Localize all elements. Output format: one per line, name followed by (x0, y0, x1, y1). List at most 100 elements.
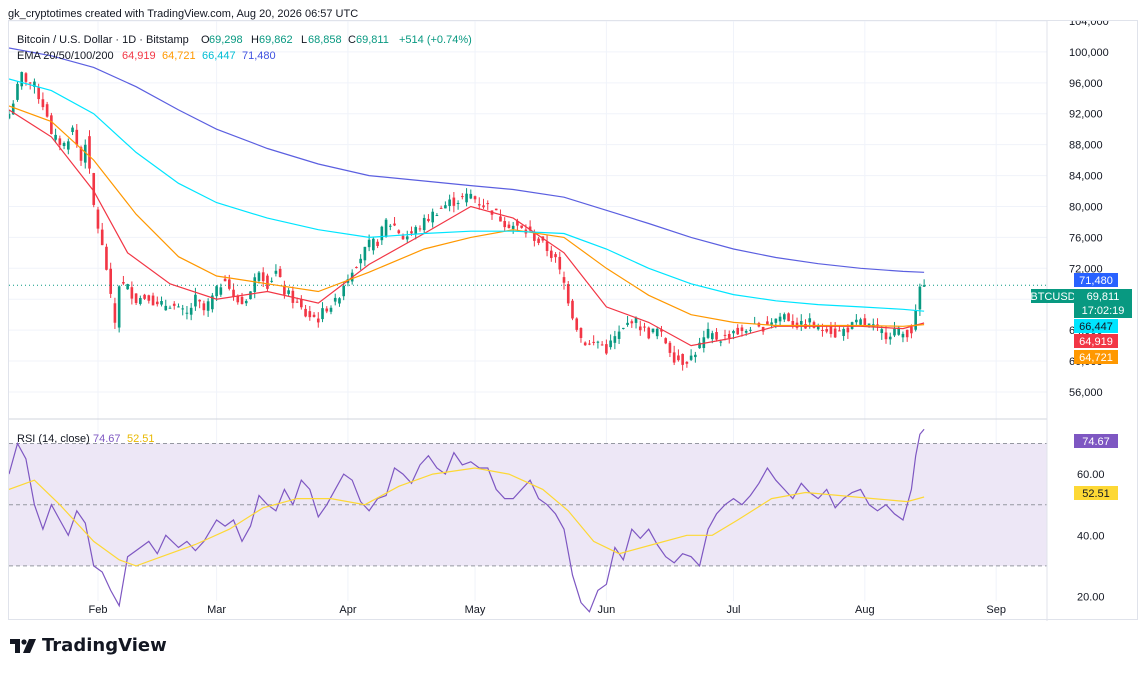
candle-body (376, 241, 379, 246)
legend-c-label: C (348, 34, 356, 46)
badge-price: 69,811 (1087, 291, 1120, 303)
rsi-legend-label: RSI (14, close) (17, 433, 90, 445)
candle-body (24, 73, 28, 82)
candle-body (516, 220, 519, 226)
candle-body (79, 147, 83, 161)
candle-body (681, 353, 684, 365)
candle-body (431, 211, 434, 223)
candle-body (253, 277, 257, 292)
rsi-bands (9, 442, 1047, 567)
badge-ema200: 71,480 (1079, 275, 1113, 287)
candle-body (397, 230, 401, 234)
badge-ema50: 64,721 (1079, 352, 1113, 364)
candle-body (613, 336, 617, 343)
candle-body (664, 338, 668, 344)
tradingview-logo[interactable]: TradingView (10, 635, 167, 656)
candle-body (427, 218, 430, 222)
time-tick-label: Sep (986, 604, 1006, 616)
candle-body (744, 330, 748, 333)
candle-body (838, 330, 841, 332)
candle-body (71, 127, 74, 132)
candle-body (452, 197, 456, 206)
time-tick-label: Jul (726, 604, 740, 616)
candle-body (147, 295, 151, 301)
candle-body (338, 298, 341, 304)
chart-canvas[interactable]: 56,00060,00064,00068,00072,00076,00080,0… (7, 16, 1139, 621)
candle-body (694, 354, 697, 358)
candle-body (33, 81, 36, 87)
candle-body (833, 328, 837, 338)
candle-body (117, 286, 121, 328)
tradingview-mark-icon (10, 638, 36, 653)
candle-body (20, 72, 24, 87)
rsi-legend-value: 74.67 (93, 433, 121, 445)
candle-body (910, 326, 913, 334)
candle-body (477, 204, 481, 206)
badge-price-bg (1074, 289, 1132, 318)
candle-body (710, 333, 714, 340)
candle-body (583, 342, 587, 346)
badge-ema20-bg (1074, 334, 1118, 348)
time-tick-label: Apr (339, 604, 356, 616)
candle-body (727, 333, 731, 338)
legend-change: +514 (+0.74%) (399, 34, 472, 46)
candle-body (359, 258, 362, 264)
candle-body (181, 308, 185, 310)
badge-ticker: BTCUSD (1030, 291, 1075, 303)
candle-body (566, 284, 570, 304)
candle-body (16, 83, 19, 100)
candle-body (533, 231, 536, 241)
candle-body (100, 229, 104, 246)
candle-body (605, 344, 608, 354)
candle-body (96, 209, 100, 229)
price-tick-label: 104,000 (1069, 21, 1109, 28)
candle-body (486, 203, 490, 205)
price-badges: 71,480 BTCUSD 69,811 17:02:19 66,447 64,… (1030, 273, 1132, 500)
candle-body (388, 225, 392, 227)
candle-body (622, 327, 625, 329)
candle-body (791, 321, 795, 326)
badge-ema50-bg (1074, 350, 1118, 364)
candle-body (41, 99, 45, 108)
candle-body (126, 284, 129, 290)
candle-body (274, 270, 278, 274)
price-tick-label: 72,000 (1069, 263, 1103, 275)
candle-body (825, 329, 829, 332)
candle-body (638, 326, 642, 331)
chart-frame[interactable]: 56,00060,00064,00068,00072,00076,00080,0… (7, 16, 1139, 621)
candle-body (617, 331, 621, 339)
candle-body (172, 303, 176, 306)
candle-body (672, 352, 676, 363)
candle-body (67, 141, 70, 150)
candle-body (723, 334, 727, 336)
candle-body (897, 327, 901, 335)
candle-body (266, 275, 269, 289)
candle-body (92, 173, 96, 205)
badge-ema100-bg (1074, 319, 1118, 333)
legend-ema20: 64,919 (122, 50, 156, 62)
candle-body (689, 355, 693, 360)
legend-ema200: 71,480 (242, 50, 276, 62)
candle-body (600, 344, 604, 346)
candle-body (888, 336, 892, 340)
candle-body (528, 226, 532, 231)
candle-body (893, 328, 896, 336)
badge-ticker-bg (1031, 289, 1076, 303)
candle-body (168, 307, 172, 309)
candle-body (380, 226, 384, 241)
candle-body (549, 250, 553, 258)
candle-body (677, 355, 680, 361)
candle-body (698, 342, 701, 349)
legend-symbol: Bitcoin / U.S. Dollar · 1D · Bitstamp (17, 34, 189, 46)
candle-body (139, 298, 142, 304)
candle-body (554, 254, 557, 258)
candle-body (596, 341, 600, 343)
time-tick-label: Aug (855, 604, 875, 616)
ema-line-200 (8, 47, 925, 273)
candle-body (918, 286, 922, 310)
candle-body (164, 305, 168, 311)
badge-rsi-bg (1074, 434, 1118, 448)
candle-body (922, 285, 926, 287)
candle-body (571, 300, 574, 319)
candle-body (211, 295, 214, 310)
